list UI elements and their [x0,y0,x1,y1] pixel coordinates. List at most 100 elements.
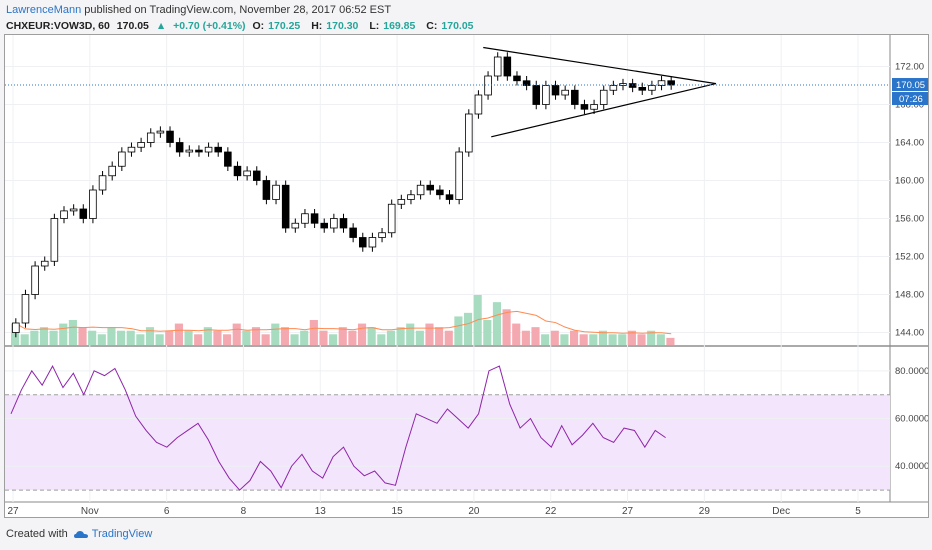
price-tick-label: 152.00 [895,252,924,263]
candle-body [465,113,473,153]
up-arrow-icon: ▲ [155,20,167,32]
volume-bar [647,330,656,345]
close-label: C: 170.05 [426,20,474,32]
volume-bar [483,320,492,345]
candle-body [243,170,251,177]
candle-body [416,184,425,196]
candle-body [98,175,107,191]
open-value: 170.25 [268,20,301,32]
candle-body [522,80,531,86]
time-tick-label: 5 [855,506,861,517]
candle-body [580,104,589,110]
close-value: 170.05 [441,20,474,32]
time-tick-label: 27 [7,506,19,517]
candle-body [349,227,357,238]
candle-body [31,265,39,295]
volume-bar [11,323,20,345]
candle-body [359,237,367,248]
volume-bar [39,327,49,345]
volume-bar [78,327,87,345]
candle-body [175,142,184,153]
tradingview-cloud-icon [73,531,88,538]
price-tick-label: 156.00 [895,214,924,225]
candle-body [426,184,435,191]
candle-body [532,85,541,105]
chart-frame[interactable]: 27 Nov 6 8 13 15 20 22 27 29 Dec 5 144.00 148.00 152.0… [4,34,929,518]
candle-body [571,89,579,105]
candle-body [156,130,165,134]
countdown-badge [892,92,928,106]
triangle-lower-line [491,83,717,138]
volume-bar [618,334,627,345]
ohlc-legend: CHXEUR:VOW3D, 60 170.05 ▲ +0.70 (+0.41%)… [6,20,482,32]
candle-body [89,189,97,219]
candle-body [40,260,49,267]
time-tick-label: Nov [81,506,99,517]
price-tick-label: 160.00 [895,176,924,187]
candle-body [214,146,222,153]
candle-body [185,149,194,153]
candle-body [12,322,20,333]
volume-bar [117,330,126,345]
volume-bar [194,334,203,345]
open-label: O: 170.25 [252,20,301,32]
last-price-badge [892,78,928,92]
candle-body [638,87,647,91]
time-tick-label: 8 [241,506,247,517]
time-tick-label: 13 [315,506,327,517]
countdown-badge-text: 07:26 [899,94,923,105]
created-with-text: Created with [6,528,68,540]
price-tick-label: 144.00 [895,328,924,339]
rsi-band [5,394,890,491]
volume-bar [319,330,328,345]
time-tick-label: 20 [468,506,480,517]
change-value: +0.70 (+0.41%) [173,20,246,32]
volume-bar [637,334,646,345]
candle-body [474,94,483,115]
candle-body [551,85,560,96]
volume-bar [59,323,68,345]
published-text: published on TradingView.com, November 2… [84,4,392,16]
candle-body [339,218,348,229]
volume-bar [30,330,39,345]
candle-body [195,149,203,153]
high-label: H: 170.30 [311,20,359,32]
volume-bar [569,330,579,345]
publish-line: LawrenceMann published on TradingView.co… [6,4,391,16]
volume-bar [213,330,222,345]
volume-bar [377,334,386,345]
candle-body [407,194,415,200]
candle-body [445,194,454,200]
volume-bar [49,330,58,345]
chart-canvas[interactable]: 27 Nov 6 8 13 15 20 22 27 29 Dec 5 144.00 148.00 152.0… [5,35,929,518]
volume-bar [396,327,405,345]
volume-bar [271,323,280,345]
candle-body [657,80,666,86]
volume-bar [155,334,164,345]
candle-body [503,56,512,77]
volume-bar [521,330,530,345]
volume-bar [357,323,367,345]
volume-bar [300,330,309,345]
candle-body [127,146,136,153]
volume-bar [329,334,338,345]
volume-bar [242,330,251,345]
volume-bar [145,327,155,345]
candle-body [561,89,569,96]
tradingview-link[interactable]: TradingView [91,528,153,540]
volume-bar [232,323,241,345]
candle-body [648,85,656,91]
candle-body [513,75,521,82]
candle-body [79,208,88,219]
volume-bar [386,330,396,345]
volume-bar [290,334,299,345]
volume-bar [656,334,665,345]
volume-bar [454,316,463,345]
last-price: 170.05 [116,20,149,32]
candle-body [368,237,377,248]
author-link[interactable]: LawrenceMann [6,4,82,16]
candle-body [542,85,550,105]
last-price-badge-text: 170.05 [896,80,925,91]
rsi-tick-label: 80.0000 [895,366,929,377]
volume-bar [531,327,540,345]
